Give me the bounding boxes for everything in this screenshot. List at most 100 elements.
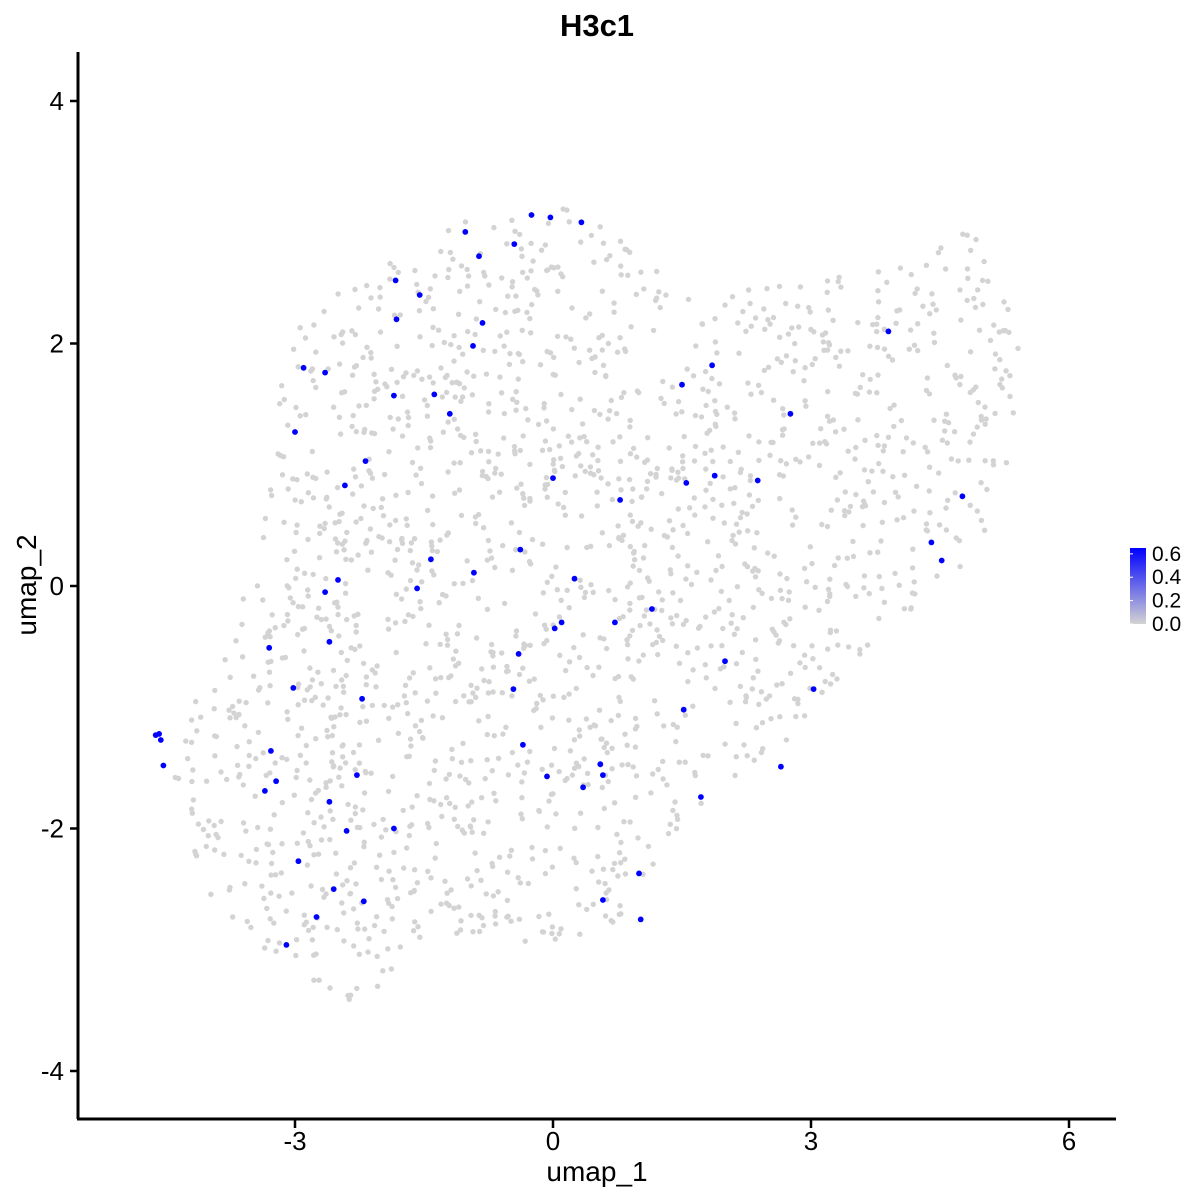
background-cell-point — [739, 509, 745, 516]
background-cell-point — [674, 724, 680, 730]
background-cell-point — [627, 633, 633, 639]
background-cell-point — [461, 434, 467, 441]
background-cell-point — [755, 497, 761, 504]
background-cell-point — [618, 860, 624, 866]
background-cell-point — [614, 349, 621, 355]
background-cell-point — [692, 443, 699, 450]
background-cell-point — [371, 922, 378, 929]
background-cell-point — [431, 572, 437, 578]
background-cell-point — [676, 759, 682, 765]
background-cell-point — [656, 633, 663, 640]
background-cell-point — [590, 672, 596, 679]
background-cell-point — [475, 595, 481, 601]
expressing-cell-point — [416, 292, 423, 298]
background-cell-point — [720, 444, 726, 450]
background-cell-point — [438, 901, 444, 907]
background-cell-point — [783, 621, 789, 628]
expressing-cell-point — [462, 229, 469, 235]
background-cell-point — [368, 295, 374, 301]
background-cell-point — [936, 470, 942, 476]
background-cell-point — [965, 275, 971, 281]
background-cell-point — [350, 906, 357, 912]
background-cell-point — [732, 485, 738, 491]
background-cell-point — [779, 432, 786, 438]
background-cell-point — [446, 771, 453, 778]
background-cell-point — [493, 798, 499, 804]
background-cell-point — [853, 593, 859, 600]
background-cell-point — [392, 557, 398, 563]
background-cell-point — [410, 670, 416, 676]
background-cell-point — [557, 845, 563, 851]
background-cell-point — [542, 242, 549, 248]
background-cell-point — [622, 731, 628, 737]
background-cell-point — [239, 621, 245, 628]
background-cell-point — [303, 760, 309, 766]
background-cell-point — [650, 327, 657, 334]
background-cell-point — [938, 245, 944, 251]
background-cell-point — [297, 752, 304, 758]
background-cell-point — [967, 349, 974, 355]
background-cell-point — [753, 725, 760, 731]
background-cell-point — [432, 855, 438, 861]
background-cell-point — [397, 944, 403, 950]
background-cell-point — [417, 334, 423, 340]
background-cell-point — [500, 731, 506, 737]
background-cell-point — [409, 560, 416, 566]
background-cell-point — [577, 435, 583, 441]
background-cell-point — [795, 303, 801, 309]
background-cell-point — [597, 411, 603, 418]
background-cell-point — [311, 977, 317, 983]
background-cell-point — [578, 513, 585, 519]
expressing-cell-point — [649, 606, 655, 612]
background-cell-point — [492, 913, 498, 919]
background-cell-point — [830, 417, 837, 423]
background-cell-point — [630, 676, 636, 682]
background-cell-point — [303, 742, 309, 749]
background-cell-point — [462, 219, 469, 225]
background-cell-point — [341, 938, 347, 944]
background-cell-point — [820, 339, 827, 345]
background-cell-point — [392, 620, 399, 626]
background-cell-point — [456, 487, 463, 493]
background-cell-point — [222, 657, 228, 663]
background-cell-point — [783, 737, 790, 743]
background-cell-point — [729, 537, 735, 544]
background-cell-point — [827, 681, 834, 687]
background-cell-point — [356, 951, 362, 957]
background-cell-point — [984, 486, 990, 493]
background-cell-point — [451, 905, 457, 911]
background-cell-point — [188, 717, 195, 723]
background-cell-point — [838, 284, 844, 290]
background-cell-point — [454, 426, 461, 432]
background-cell-point — [656, 289, 662, 295]
background-cell-point — [355, 552, 361, 558]
background-cell-point — [870, 321, 876, 328]
background-cell-point — [793, 456, 799, 462]
background-cell-point — [577, 396, 583, 402]
background-cell-point — [825, 586, 832, 592]
background-cell-point — [596, 707, 603, 713]
background-cell-point — [708, 577, 714, 583]
background-cell-point — [618, 911, 624, 917]
expressing-cell-point — [335, 577, 341, 583]
background-cell-point — [785, 331, 792, 337]
background-cell-point — [492, 348, 498, 355]
background-cell-point — [548, 762, 555, 768]
background-cell-point — [431, 798, 437, 804]
background-cell-point — [936, 522, 943, 528]
background-cell-point — [501, 435, 507, 441]
background-cell-point — [674, 612, 680, 619]
background-cell-point — [703, 675, 709, 681]
background-cell-point — [328, 628, 334, 634]
background-cell-point — [470, 690, 476, 696]
background-cell-point — [504, 869, 511, 875]
background-cell-point — [250, 673, 257, 679]
background-cell-point — [809, 560, 815, 567]
background-cell-point — [509, 279, 516, 285]
background-cell-point — [513, 407, 519, 413]
background-cell-point — [769, 626, 775, 632]
background-cell-point — [606, 408, 613, 414]
background-cell-point — [595, 468, 602, 474]
background-cell-point — [617, 335, 623, 341]
background-cell-point — [697, 623, 703, 630]
